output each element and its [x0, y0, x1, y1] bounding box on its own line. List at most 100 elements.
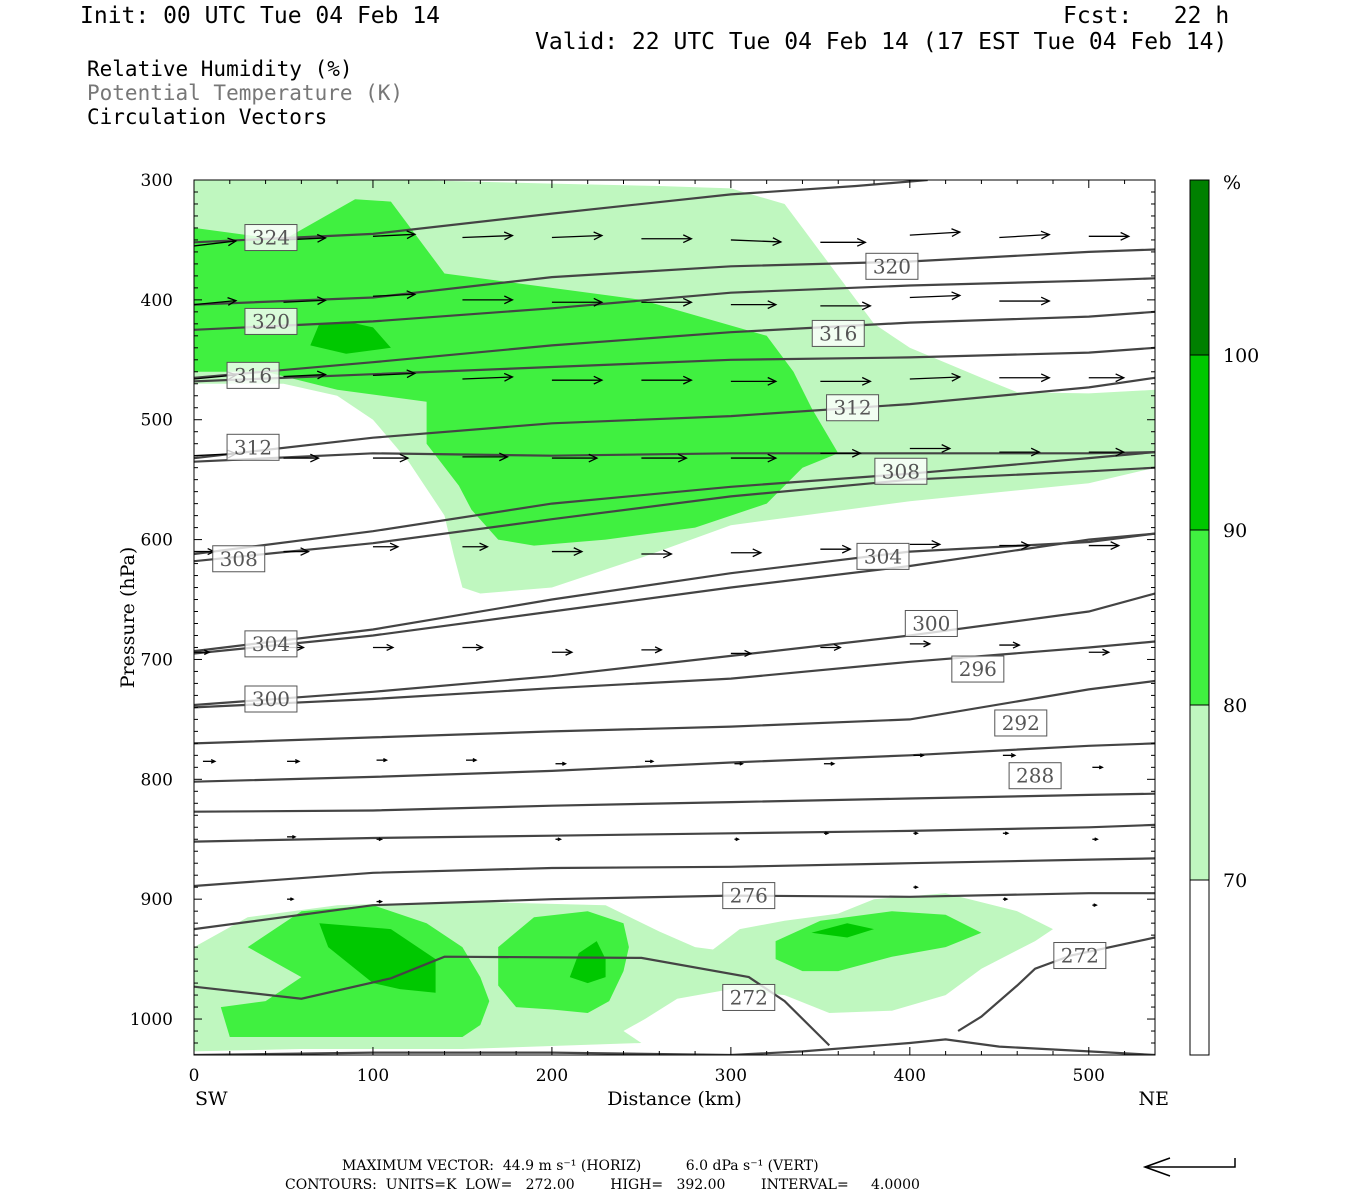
circulation-vector	[194, 649, 211, 656]
colorbar-unit: %	[1223, 172, 1241, 194]
vector-head	[1040, 230, 1051, 240]
circulation-vector	[734, 761, 744, 766]
reference-vector-shaft	[1145, 1158, 1236, 1168]
vector-head	[1040, 296, 1051, 306]
theta-label-text: 312	[234, 435, 272, 459]
theta-contour-304-10	[194, 532, 1155, 655]
theta-label-text: 292	[1002, 711, 1040, 735]
vector-head	[682, 375, 693, 385]
vector-head	[662, 549, 673, 559]
vector-head	[1102, 648, 1111, 656]
circulation-vector	[462, 231, 514, 241]
theta-label-box	[865, 252, 919, 280]
rh-region-80-2	[194, 199, 839, 546]
circulation-vector	[730, 548, 763, 558]
vector-head	[919, 753, 925, 758]
vector-head	[292, 834, 297, 839]
vector-head	[682, 234, 693, 244]
theta-label-text: 316	[234, 363, 272, 387]
vector-shaft	[372, 372, 415, 377]
vector-shaft	[194, 240, 237, 247]
circulation-vector	[462, 372, 514, 382]
vector-head	[914, 831, 919, 836]
circulation-vector	[551, 547, 584, 557]
circulation-vector	[1092, 837, 1099, 842]
colorbar-band-1	[1189, 704, 1210, 881]
vector-head	[654, 646, 663, 654]
circulation-vector	[909, 640, 932, 648]
vector-head	[735, 837, 740, 842]
vector-head	[378, 899, 384, 904]
vector-head	[573, 547, 584, 557]
circulation-vector	[372, 542, 400, 552]
vector-head	[503, 372, 514, 382]
vector-head	[227, 237, 238, 247]
circulation-vector	[730, 237, 783, 247]
circulation-vector	[283, 296, 327, 306]
theta-contour-316-3	[194, 310, 1155, 379]
vector-head	[767, 376, 778, 386]
vector-head	[210, 758, 217, 764]
theta-contour-296-13	[194, 679, 1155, 745]
circulation-vector	[909, 444, 952, 453]
circulation-vector	[820, 376, 872, 386]
theta-label-box	[811, 319, 865, 347]
theta-label-296-13: 296	[951, 655, 1005, 683]
circulation-vector	[462, 295, 514, 305]
vector-head	[203, 649, 211, 656]
legend-rh: Relative Humidity (%)	[87, 57, 353, 81]
theta-label-text: 304	[252, 632, 290, 656]
theta-label-box	[226, 433, 280, 461]
circulation-vector	[1088, 373, 1126, 383]
circulation-vector	[194, 237, 238, 247]
circulation-vector	[820, 448, 862, 458]
vector-head	[752, 548, 763, 558]
y-tick-label: 600	[141, 531, 173, 551]
circulation-vector	[287, 758, 301, 764]
circulation-vector	[999, 373, 1051, 383]
circulation-vector	[820, 237, 867, 247]
circulation-vector	[913, 753, 925, 758]
y-tick-label: 300	[141, 171, 173, 191]
theta-label-box	[856, 542, 910, 570]
vector-shaft	[462, 234, 513, 239]
colorbar-label: 70	[1223, 870, 1247, 892]
theta-label-box	[1053, 942, 1107, 970]
rh-region-90-9	[811, 923, 874, 938]
theta-label-text: 272	[1061, 944, 1099, 968]
vector-head	[406, 230, 417, 240]
theta-label-box	[212, 545, 266, 573]
x-tick-label: 500	[1073, 1066, 1105, 1086]
theta-label-box	[226, 361, 280, 389]
theta-label-box	[244, 630, 298, 658]
circulation-vector	[641, 375, 693, 385]
vector-shaft	[283, 299, 326, 303]
theta-label-text: 324	[252, 226, 290, 250]
circulation-vector	[730, 453, 778, 463]
vector-head	[914, 885, 919, 890]
circulation-vector	[376, 837, 384, 842]
vector-head	[1094, 837, 1099, 842]
vector-head	[744, 649, 753, 658]
theta-contour-unlabeled-21	[194, 1038, 1155, 1055]
circulation-vector	[730, 376, 778, 386]
theta-contour-288-15	[194, 792, 1155, 813]
theta-label-304-10: 304	[244, 630, 298, 658]
vector-head	[1030, 447, 1041, 457]
circulation-vector	[734, 837, 740, 842]
vector-head	[649, 759, 655, 764]
vector-head	[557, 837, 563, 842]
circulation-vector	[1002, 897, 1009, 902]
vector-head	[406, 369, 417, 379]
vector-head	[951, 228, 962, 238]
vector-head	[824, 831, 830, 836]
circulation-vector	[462, 643, 484, 652]
vector-head	[677, 453, 688, 463]
vector-head	[1003, 897, 1009, 902]
circulation-vector	[909, 228, 962, 238]
vector-head	[499, 452, 509, 462]
vector-shaft	[462, 376, 513, 380]
colorbar-band-3	[1189, 354, 1210, 531]
circulation-vector	[913, 831, 919, 836]
vector-head	[767, 453, 778, 463]
